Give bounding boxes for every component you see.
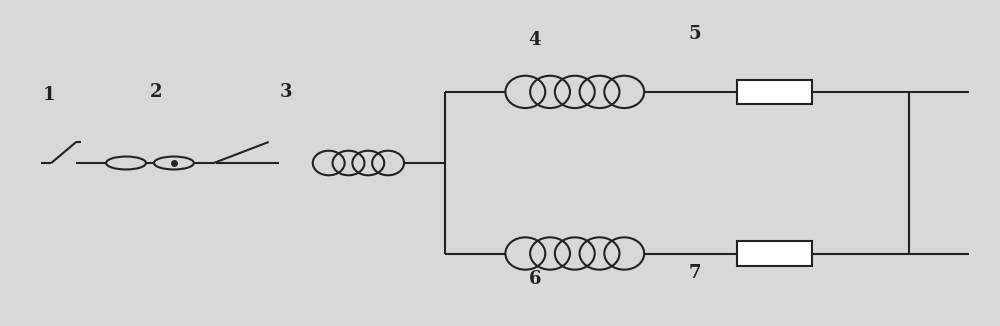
Ellipse shape (530, 237, 570, 270)
Text: 1: 1 (43, 86, 56, 104)
Ellipse shape (352, 151, 384, 175)
Ellipse shape (530, 76, 570, 108)
Bar (737, 80, 812, 104)
Text: 6: 6 (529, 270, 541, 289)
Ellipse shape (313, 151, 345, 175)
Ellipse shape (505, 237, 545, 270)
Ellipse shape (555, 76, 595, 108)
Ellipse shape (333, 151, 364, 175)
Text: 3: 3 (279, 83, 292, 101)
Text: 2: 2 (150, 83, 162, 101)
Ellipse shape (505, 76, 545, 108)
Text: 7: 7 (688, 264, 701, 282)
Bar (737, 241, 812, 266)
Ellipse shape (580, 237, 619, 270)
Text: 4: 4 (529, 31, 541, 49)
Ellipse shape (604, 76, 644, 108)
Ellipse shape (604, 237, 644, 270)
Ellipse shape (580, 76, 619, 108)
Text: 5: 5 (688, 25, 701, 43)
Ellipse shape (372, 151, 404, 175)
Ellipse shape (555, 237, 595, 270)
